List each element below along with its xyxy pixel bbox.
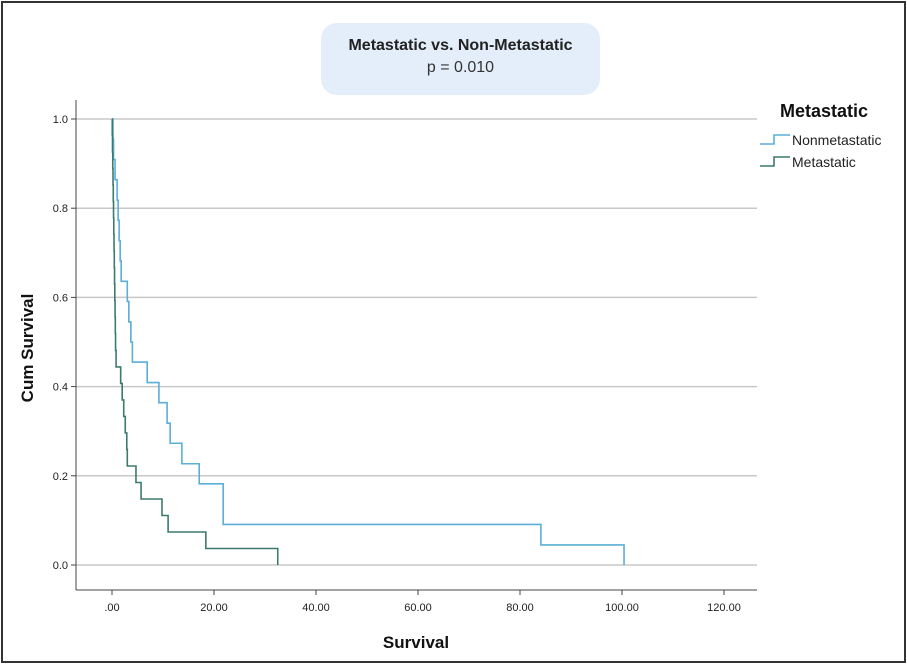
legend-item-nonmetastatic: Nonmetastatic: [760, 132, 881, 148]
chart-title: Metastatic vs. Non-Metastatic: [348, 37, 573, 54]
legend-label: Metastatic: [792, 154, 856, 170]
y-tick-label: 0.2: [53, 471, 68, 483]
legend-label: Nonmetastatic: [792, 132, 882, 148]
survival-curve-nonmetastatic: [112, 118, 625, 565]
legend-swatch: [760, 134, 790, 145]
legend-title: Metastatic: [780, 101, 869, 121]
title-box: Metastatic vs. Non-Metastatic p = 0.010: [321, 23, 600, 95]
p-value: p = 0.010: [426, 59, 495, 76]
y-axis-label: Cum Survival: [18, 294, 37, 403]
y-tick-label: 0.0: [53, 560, 68, 572]
x-tick-label: 120.00: [707, 602, 741, 614]
y-tick-label: 0.6: [53, 292, 68, 304]
x-tick-label: 40.00: [302, 602, 330, 614]
legend-item-metastatic: Metastatic: [760, 154, 856, 170]
y-tick-label: 0.8: [53, 203, 68, 215]
legend-swatch: [760, 156, 790, 167]
y-tick-label: 1.0: [53, 114, 68, 126]
x-axis-label: Survival: [383, 633, 449, 652]
survival-curve-metastatic: [111, 118, 279, 565]
x-tick-label: 20.00: [200, 602, 228, 614]
x-tick-label: .00: [104, 602, 119, 614]
x-tick-label: 100.00: [605, 602, 639, 614]
x-tick-label: 60.00: [404, 602, 432, 614]
y-tick-label: 0.4: [53, 382, 68, 394]
x-tick-label: 80.00: [506, 602, 534, 614]
